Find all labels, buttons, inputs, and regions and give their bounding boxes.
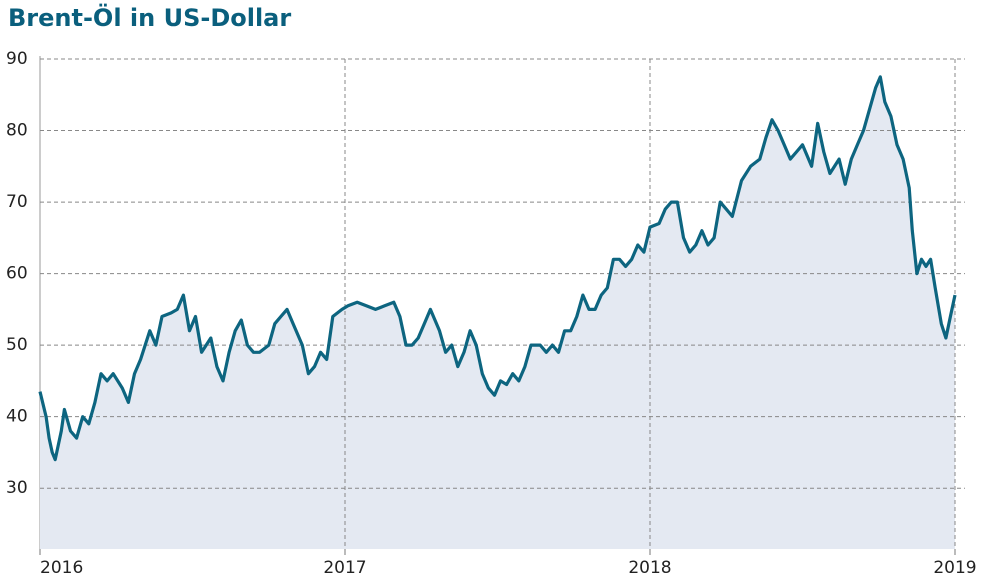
y-tick-label: 80 bbox=[6, 121, 28, 141]
y-tick-label: 50 bbox=[6, 335, 28, 355]
y-tick-label: 70 bbox=[6, 192, 28, 212]
x-tick-label: 2016 bbox=[40, 558, 83, 578]
x-tick-label: 2017 bbox=[323, 558, 366, 578]
y-tick-label: 40 bbox=[6, 407, 28, 427]
y-tick-label: 30 bbox=[6, 478, 28, 498]
y-tick-label: 90 bbox=[6, 49, 28, 69]
chart-title: Brent-Öl in US-Dollar bbox=[8, 2, 291, 32]
line bbox=[38, 75, 957, 462]
y-tick-label: 60 bbox=[6, 264, 28, 284]
area bbox=[40, 76, 955, 550]
x-tick-label: 2018 bbox=[628, 558, 671, 578]
x-tick-label: 2019 bbox=[933, 558, 976, 578]
